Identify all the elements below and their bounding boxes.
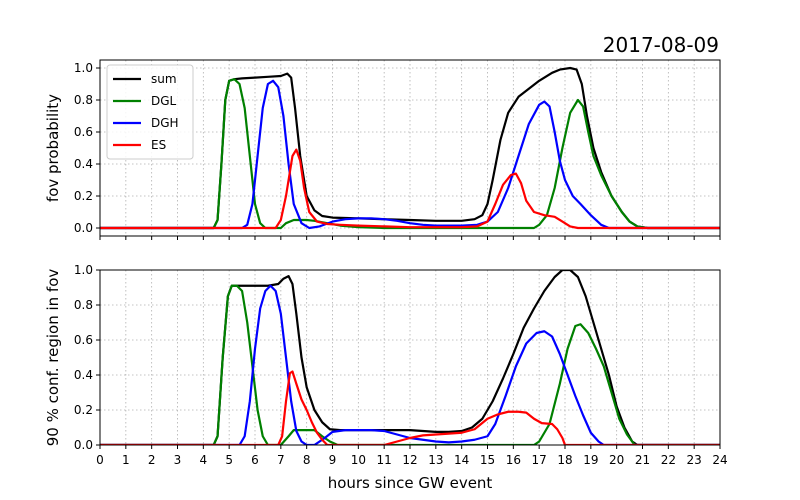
- x-tick-label: 3: [174, 453, 182, 467]
- x-tick-label: 10: [351, 453, 366, 467]
- x-tick-label: 22: [661, 453, 676, 467]
- y-axis-label: 90 % conf. region in fov: [44, 269, 62, 447]
- x-tick-label: 4: [200, 453, 208, 467]
- x-tick-label: 14: [454, 453, 469, 467]
- y-tick-label: 0.6: [74, 333, 93, 347]
- y-tick-label: 0.2: [74, 403, 93, 417]
- legend-box: [106, 64, 194, 160]
- series-line-dgh: [100, 284, 720, 445]
- legend-label-dgh: DGH: [151, 116, 179, 130]
- series-line-es: [100, 370, 720, 445]
- y-tick-label: 0.0: [74, 221, 93, 235]
- series-group: [100, 66, 720, 230]
- x-tick-label: 7: [277, 453, 285, 467]
- series-line-dgh: [100, 79, 720, 230]
- y-tick-label: 0.2: [74, 189, 93, 203]
- y-tick-label: 0.4: [74, 157, 93, 171]
- x-tick-label: 15: [480, 453, 495, 467]
- x-tick-label: 20: [609, 453, 624, 467]
- legend-label-es: ES: [151, 138, 166, 152]
- x-tick-label: 1: [122, 453, 130, 467]
- x-tick-label: 6: [251, 453, 259, 467]
- x-tick-label: 9: [329, 453, 337, 467]
- x-tick-label: 24: [712, 453, 727, 467]
- x-tick-label: 5: [225, 453, 233, 467]
- x-tick-label: 11: [377, 453, 392, 467]
- x-tick-label: 2: [148, 453, 156, 467]
- x-tick-label: 18: [557, 453, 572, 467]
- x-tick-label: 21: [635, 453, 650, 467]
- series-line-sum: [100, 66, 720, 230]
- y-tick-label: 0.4: [74, 368, 93, 382]
- x-tick-label: 13: [428, 453, 443, 467]
- top-panel: 0.0 0.2 0.4 0.6 0.8 1.0 fov probability sum DGL D…: [44, 59, 721, 240]
- y-tick-label: 1.0: [74, 61, 93, 75]
- y-tick-label: 0.0: [74, 438, 93, 452]
- x-tick-label: 19: [583, 453, 598, 467]
- figure-title: 2017-08-09: [603, 33, 719, 57]
- y-tick-label: 0.8: [74, 298, 93, 312]
- series-line-dgl: [100, 284, 720, 445]
- x-tick-label: 0: [96, 453, 104, 467]
- series-line-sum: [100, 270, 720, 445]
- x-axis-label: hours since GW event: [328, 474, 493, 492]
- y-tick-label: 1.0: [74, 263, 93, 277]
- legend-label-sum: sum: [151, 72, 177, 86]
- x-tick-label: 16: [506, 453, 521, 467]
- series-line-es: [100, 148, 720, 230]
- legend-label-dgl: DGL: [151, 94, 177, 108]
- x-tick-label: 17: [532, 453, 547, 467]
- y-tick-label: 0.8: [74, 93, 93, 107]
- x-tick-label: 8: [303, 453, 311, 467]
- y-axis-label: fov probability: [44, 94, 62, 202]
- y-tick-label: 0.6: [74, 125, 93, 139]
- legend: sum DGL DGH ES: [106, 64, 194, 160]
- bottom-panel: 0 1 2 3 4 5 6 7 8 9 10 11 12 13 14 15 16 17 18 19 20 21 22 23 24…: [44, 263, 728, 467]
- x-tick-label: 23: [687, 453, 702, 467]
- x-tick-label: 12: [402, 453, 417, 467]
- series-group: [100, 270, 720, 445]
